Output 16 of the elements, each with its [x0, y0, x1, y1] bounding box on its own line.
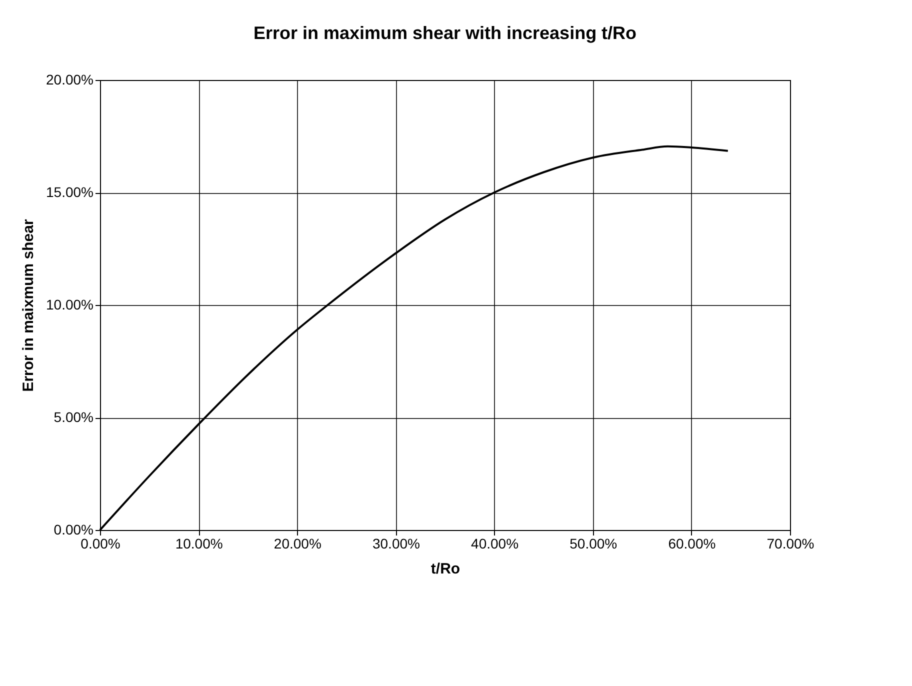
x-tick-label: 50.00% [570, 536, 618, 552]
x-tick-label: 30.00% [372, 536, 420, 552]
x-tick-label: 10.00% [175, 536, 223, 552]
y-axis-title: Error in maixmum shear [20, 219, 38, 392]
chart-title: Error in maximum shear with increasing t/Ro [253, 23, 637, 43]
x-axis-title: t/Ro [430, 560, 460, 578]
x-tick-label: 40.00% [471, 536, 519, 552]
x-tick-label: 20.00% [274, 536, 322, 552]
x-tick-label: 60.00% [668, 536, 716, 552]
y-tick-label: 20.00% [46, 72, 94, 88]
x-tick-label: 70.00% [766, 536, 814, 552]
y-tick-label: 0.00% [54, 522, 94, 538]
y-tick-label: 10.00% [46, 296, 94, 312]
y-tick-label: 5.00% [54, 409, 94, 425]
x-tick-label: 0.00% [80, 536, 120, 552]
y-tick-label: 15.00% [46, 184, 94, 200]
